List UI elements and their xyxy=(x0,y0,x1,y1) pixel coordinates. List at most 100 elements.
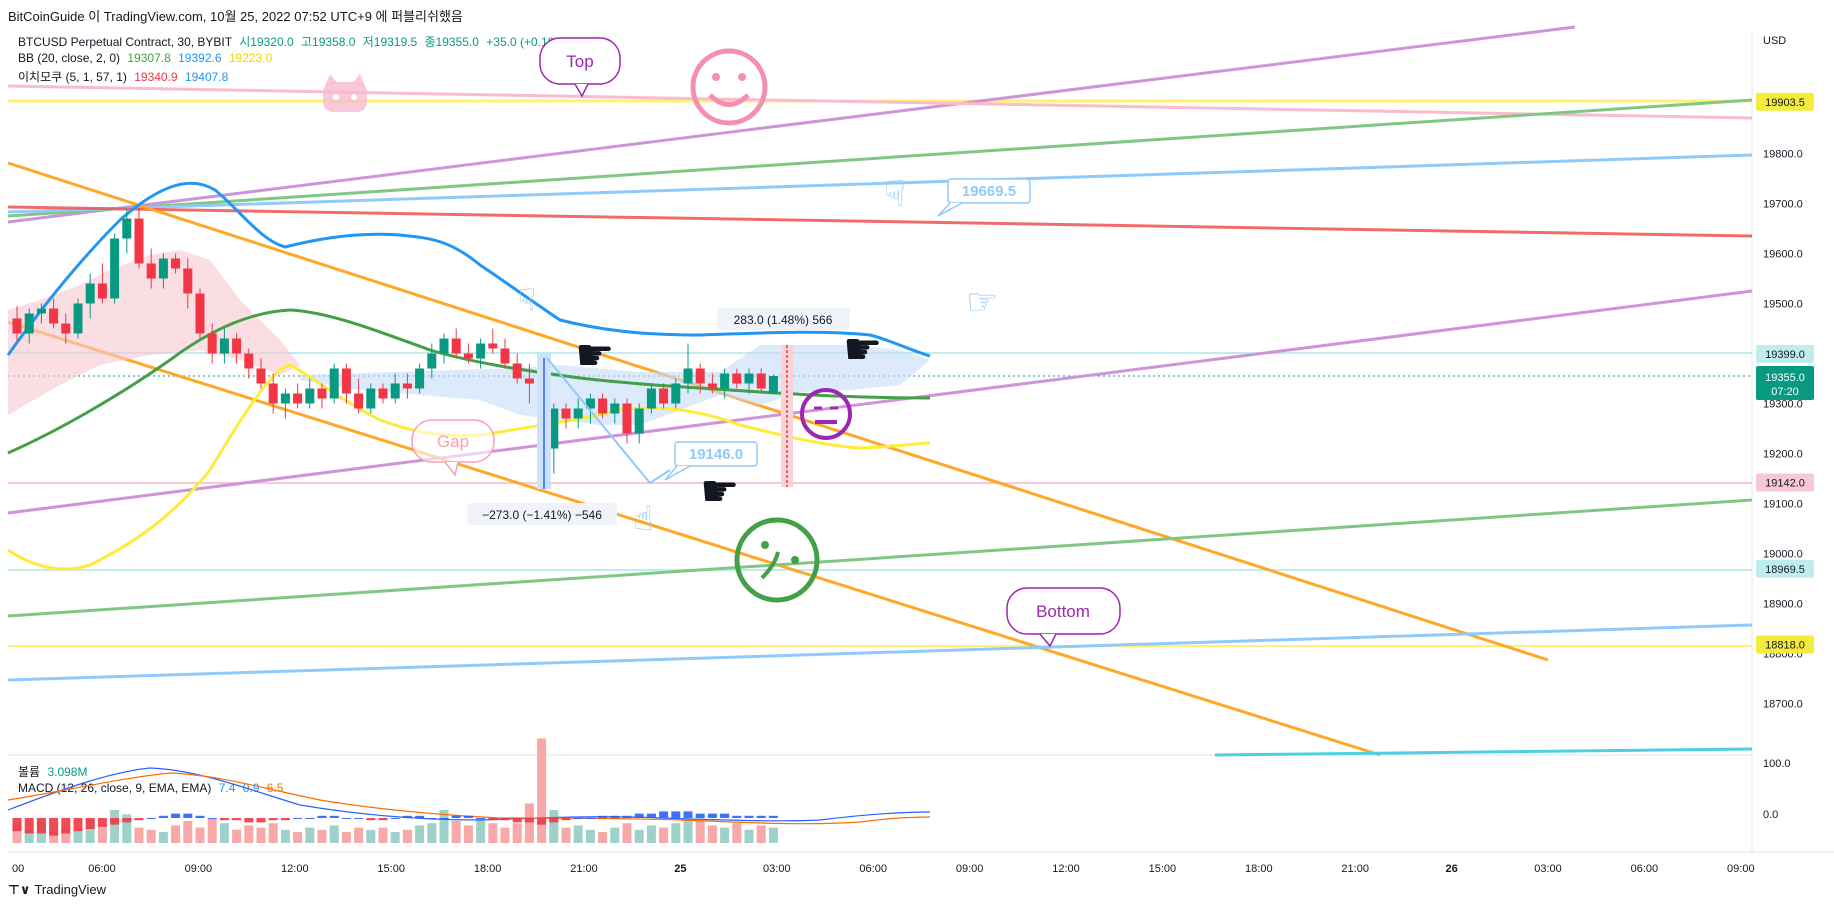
candle xyxy=(158,253,168,289)
legend-bb[interactable]: BB (20, close, 2, 0) 19307.8 19392.6 192… xyxy=(18,51,272,65)
cyan-bottom-trendline[interactable] xyxy=(1214,747,1753,757)
candle xyxy=(244,348,254,379)
candle-body xyxy=(439,338,449,354)
price-label-19146[interactable]: 19146.0 xyxy=(664,441,758,481)
volume-bar xyxy=(683,818,693,843)
candle-body xyxy=(390,383,400,399)
macd-hist-bar xyxy=(219,818,229,821)
orange-lower-trendline[interactable] xyxy=(7,320,1381,757)
volume-bar xyxy=(219,823,229,843)
price-tick: 19200.0 xyxy=(1763,449,1803,461)
price-tick: 19600.0 xyxy=(1763,249,1803,261)
red-trendline[interactable] xyxy=(7,205,1753,238)
current-price-text: 19355.0 xyxy=(1765,372,1805,384)
legend-volume[interactable]: 볼륨 3.098M xyxy=(18,763,87,780)
macd-hist-bar xyxy=(12,818,22,832)
open-value: 시19320.0 xyxy=(239,35,294,49)
macd-hist-bar xyxy=(134,818,144,821)
candle xyxy=(12,306,22,341)
candle xyxy=(439,333,449,364)
price-badge-text: 18818.0 xyxy=(1765,640,1805,652)
macd-tick: 100.0 xyxy=(1763,758,1791,770)
time-tick: 09:00 xyxy=(185,863,213,875)
time-axis[interactable]: 00 06:00 09:00 12:00 15:00 18:00 21:00 25 03:00 0… xyxy=(12,863,1755,875)
price-badge[interactable]: 18818.0 xyxy=(1756,635,1814,654)
candle xyxy=(659,383,669,409)
bb-upper-line[interactable] xyxy=(6,181,931,358)
candle xyxy=(488,328,498,354)
blue-low-trendline[interactable] xyxy=(7,623,1753,682)
low-value: 저19319.5 xyxy=(362,35,418,49)
green-low-trendline[interactable] xyxy=(7,498,1753,618)
bb-lower-value: 19223.0 xyxy=(228,51,273,65)
candle xyxy=(695,363,705,394)
volume-bar xyxy=(378,827,388,843)
price-badge[interactable]: 19142.0 xyxy=(1756,473,1814,492)
candle xyxy=(219,328,229,364)
candle xyxy=(232,333,242,364)
volume-bar xyxy=(451,821,461,843)
purple-rising-trendline[interactable] xyxy=(7,289,1753,515)
price-label-19669[interactable]: 19669.5 xyxy=(937,178,1031,217)
volume-bar xyxy=(280,829,290,843)
pointing-hand-icon-blue-2: ☟ xyxy=(884,173,906,214)
purple-top-trendline[interactable] xyxy=(7,25,1576,224)
orange-upper-trendline[interactable] xyxy=(7,161,1549,662)
macd-hist-bar xyxy=(24,818,34,834)
legend-symbol[interactable]: BTCUSD Perpetual Contract, 30, BYBIT 시19… xyxy=(18,33,569,50)
volume-bar xyxy=(598,832,608,843)
macd-hist-bar xyxy=(122,818,132,823)
macd-hist-bar xyxy=(402,815,412,818)
price-badge[interactable]: 19399.0 xyxy=(1756,345,1814,363)
price-badge-bg xyxy=(1756,635,1814,654)
green-top-trendline[interactable] xyxy=(7,98,1753,218)
candle-body xyxy=(219,338,229,354)
volume-bar xyxy=(12,823,22,843)
pink-trendline[interactable] xyxy=(7,84,1753,120)
candle xyxy=(524,363,534,404)
svg-text:☛: ☛ xyxy=(843,325,882,374)
pointing-hand-icon-black-3: ☛ xyxy=(700,467,739,516)
candle-body xyxy=(268,383,278,404)
macd-hist-bar xyxy=(354,818,364,819)
candle-body xyxy=(707,383,717,389)
macd-hist-bar xyxy=(244,818,254,823)
volume-bars xyxy=(12,738,778,843)
projection-arrow[interactable] xyxy=(546,357,671,485)
callout-gap[interactable]: Gap xyxy=(411,419,495,477)
price-badge[interactable]: 18969.5 xyxy=(1756,559,1814,578)
candle xyxy=(49,298,59,329)
blue-top-trendline[interactable] xyxy=(7,153,1753,214)
macd-hist-bar xyxy=(305,818,315,819)
candle-body xyxy=(329,368,339,399)
legend-ichimoku[interactable]: 이치모쿠 (5, 1, 57, 1) 19340.9 19407.8 xyxy=(18,68,228,85)
volume-bar xyxy=(317,829,327,843)
volume-bar xyxy=(622,823,632,843)
price-badge[interactable]: 19903.5 xyxy=(1756,92,1814,111)
candle xyxy=(451,328,461,359)
candle-body xyxy=(61,323,71,334)
candle-body xyxy=(171,258,181,269)
candle xyxy=(622,398,632,444)
volume-bar xyxy=(305,827,315,843)
volume-bar xyxy=(488,823,498,843)
callout-bottom[interactable]: Bottom xyxy=(1006,587,1121,648)
time-tick: 06:00 xyxy=(859,863,887,875)
bb-basis-line[interactable] xyxy=(7,308,931,455)
price-label-19146-text: 19146.0 xyxy=(689,446,743,463)
candle xyxy=(561,403,571,429)
candle xyxy=(110,233,120,304)
tradingview-logo[interactable]: ⊤∨ TradingView xyxy=(8,882,106,898)
candle xyxy=(146,248,156,289)
current-price-badge[interactable]: 19355.0 07:20 xyxy=(1756,366,1814,400)
callout-top-text: Top xyxy=(566,52,593,71)
volume-bar xyxy=(73,829,83,843)
candle xyxy=(195,288,205,339)
volume-bar xyxy=(122,814,132,843)
candle xyxy=(61,313,71,344)
candle xyxy=(671,378,681,409)
callout-top[interactable]: Top xyxy=(539,37,621,98)
candle xyxy=(293,383,303,409)
candle xyxy=(585,393,595,424)
